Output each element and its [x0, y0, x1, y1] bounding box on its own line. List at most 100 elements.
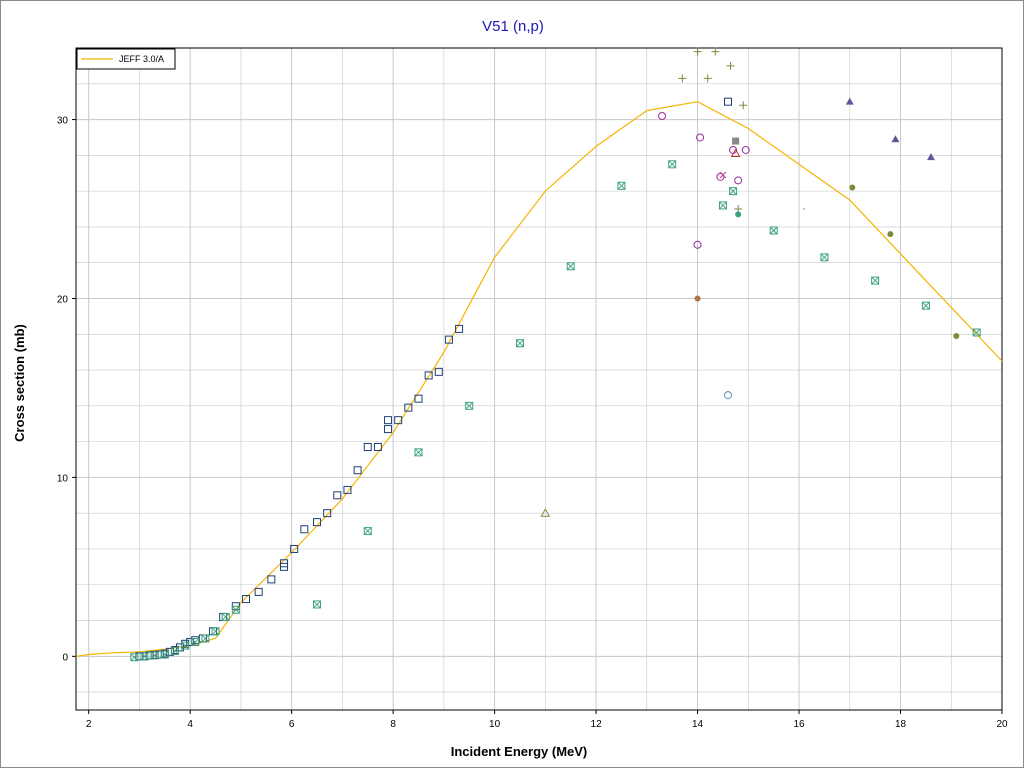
marker-cross — [922, 302, 930, 309]
marker-square — [211, 627, 220, 636]
marker-square — [384, 425, 393, 434]
marker-cross — [618, 182, 625, 190]
data-point — [887, 231, 894, 238]
data-point — [693, 47, 702, 56]
y-tick-label: 30 — [57, 116, 69, 127]
plot-area — [75, 47, 1003, 711]
marker-square — [333, 491, 342, 500]
data-point — [384, 425, 393, 434]
chart-title: V51 (n,p) — [482, 18, 544, 35]
data-point — [363, 527, 372, 536]
marker-circle — [658, 111, 667, 120]
data-point — [221, 612, 230, 621]
x-axis-label: Incident Energy (MeV) — [451, 744, 588, 759]
data-point — [693, 240, 702, 249]
data-point — [404, 403, 413, 412]
marker-square — [280, 559, 289, 568]
data-point — [145, 651, 154, 660]
data-point — [444, 335, 453, 344]
data-point — [658, 111, 667, 120]
marker-square — [313, 518, 322, 527]
marker-square — [201, 634, 210, 643]
marker-square — [191, 638, 200, 647]
marker-square — [729, 187, 738, 196]
data-point — [845, 97, 854, 105]
x-tick-label: 6 — [289, 719, 295, 730]
marker-square — [769, 226, 778, 235]
data-point — [155, 650, 164, 659]
marker-cross — [212, 627, 219, 635]
marker-circle — [741, 145, 750, 154]
marker-cross — [719, 202, 727, 209]
marker-dot — [953, 333, 960, 340]
marker-triangle — [730, 148, 741, 158]
data-point — [735, 211, 742, 218]
marker-plus — [703, 74, 712, 83]
marker-plus — [739, 101, 748, 110]
marker-square — [353, 466, 362, 475]
marker-square — [414, 448, 423, 457]
marker-square — [424, 371, 433, 380]
marker-plus — [693, 47, 702, 56]
marker-cross — [202, 635, 209, 642]
marker-cross — [821, 254, 828, 261]
data-point — [170, 646, 179, 655]
marker-square — [465, 401, 474, 410]
data-point — [313, 600, 322, 609]
marker-square — [145, 651, 154, 660]
x-tick-label: 20 — [996, 719, 1008, 730]
marker-cross — [465, 402, 473, 410]
data-point — [739, 101, 748, 110]
data-point — [231, 605, 240, 614]
data-point — [724, 97, 733, 106]
marker-square — [444, 335, 453, 344]
marker-triangle — [891, 135, 900, 143]
data-point — [953, 333, 960, 340]
data-point — [414, 448, 423, 457]
data-point — [201, 634, 210, 643]
marker-square — [267, 575, 276, 584]
marker-square — [170, 646, 179, 655]
marker-square — [718, 201, 727, 210]
marker-triangle — [926, 153, 935, 161]
data-point — [820, 253, 829, 262]
marker-plus — [678, 74, 687, 83]
marker-cross — [131, 653, 138, 661]
x-tick-label: 10 — [489, 719, 501, 730]
data-point — [384, 416, 393, 425]
data-point — [849, 184, 856, 191]
legend: JEFF 3.0/A — [76, 48, 176, 70]
marker-square — [130, 653, 139, 662]
marker-square — [241, 595, 250, 604]
data-point — [566, 262, 575, 271]
data-points — [130, 47, 981, 662]
data-point — [696, 133, 705, 142]
x-tick-label: 18 — [895, 719, 907, 730]
data-point — [343, 485, 352, 494]
marker-cross — [313, 601, 321, 608]
marker-cross — [191, 638, 199, 646]
marker-square — [617, 181, 626, 190]
x-tick-label: 2 — [86, 719, 92, 730]
marker-triangle — [845, 97, 854, 105]
marker-square — [221, 612, 230, 621]
x-tick-label: 4 — [187, 719, 193, 730]
data-point — [455, 324, 464, 333]
marker-dot — [887, 231, 894, 238]
data-point — [711, 47, 720, 56]
evaluation-lines — [75, 101, 1003, 657]
data-point — [741, 145, 750, 154]
legend-label: JEFF 3.0/A — [119, 54, 164, 64]
marker-cross — [232, 606, 240, 614]
axis-ticks: 2 4 6 8 10 12 14 16 18 20 0 10 20 30 — [57, 116, 1008, 730]
marker-circle — [693, 240, 702, 249]
marker-cross — [770, 227, 777, 234]
data-point — [769, 226, 778, 235]
data-point — [921, 301, 930, 310]
marker-cross — [151, 652, 158, 659]
data-point — [313, 518, 322, 527]
marker-cross — [171, 647, 179, 655]
data-point — [703, 74, 712, 83]
marker-cross — [415, 449, 422, 456]
